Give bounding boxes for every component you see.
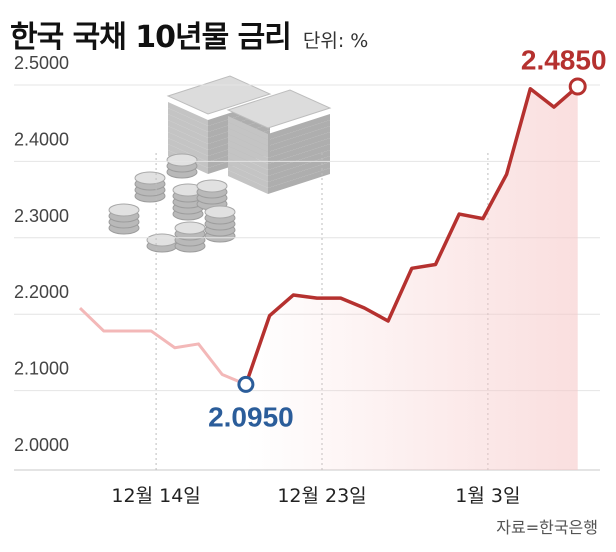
coin-stack <box>146 233 178 253</box>
y-tick-label: 2.4000 <box>14 129 69 149</box>
bill-top <box>226 89 332 129</box>
bill-edge <box>168 108 208 132</box>
bill-edge <box>268 168 330 194</box>
bill-edge <box>228 146 268 170</box>
max-point-marker <box>568 77 587 96</box>
y-tick-label: 2.3000 <box>14 206 69 226</box>
coin-top <box>174 221 206 235</box>
bill-edge <box>228 140 268 164</box>
bill-edge <box>168 120 208 144</box>
bill-edge <box>168 114 208 138</box>
bill-edge <box>268 120 330 146</box>
chart-title: 한국 국채 10년물 금리 <box>10 20 292 55</box>
bill-edge <box>228 122 268 146</box>
bill-edge <box>228 152 268 176</box>
bill-edge <box>168 132 208 156</box>
x-tick-label: 1월 3일 <box>455 485 520 507</box>
coin-stack <box>108 203 140 235</box>
coin-stack <box>204 205 236 243</box>
coin-top <box>166 153 198 167</box>
bill-edge <box>268 126 330 152</box>
coin-stack <box>172 183 204 221</box>
bill-edge <box>228 128 268 152</box>
min-value-label: 2.0950 <box>208 401 294 432</box>
coin-top <box>134 171 166 185</box>
bill-edge <box>228 170 268 194</box>
max-value-label: 2.4850 <box>521 44 607 75</box>
bill-edge <box>268 138 330 164</box>
y-tick-label: 2.5000 <box>14 53 69 73</box>
coin-top <box>108 203 140 217</box>
y-tick-label: 2.2000 <box>14 282 69 302</box>
bill-edge <box>228 158 268 182</box>
bill-edge <box>268 144 330 170</box>
y-tick-label: 2.0000 <box>14 435 69 455</box>
source-label: 자료=한국은행 <box>496 518 598 537</box>
bill-edge <box>268 114 330 140</box>
bill-edge <box>168 126 208 150</box>
coin-stack <box>166 153 198 179</box>
coin-stack <box>196 179 228 211</box>
coin-stack <box>174 221 206 253</box>
coin-stack <box>134 171 166 203</box>
bill-edge <box>228 116 268 140</box>
bill-edge <box>268 156 330 182</box>
money-stack <box>226 89 332 194</box>
coin-top <box>204 205 236 219</box>
area-fill <box>245 86 578 471</box>
series-line-rise <box>244 85 579 385</box>
bill-edge <box>228 134 268 158</box>
chart-header: 한국 국채 10년물 금리 단위: % <box>10 12 368 56</box>
money-stack-and-coins-icon <box>108 75 332 253</box>
x-tick-label: 12월 23일 <box>277 485 366 507</box>
min-point-marker <box>237 375 255 393</box>
bill-edge <box>268 150 330 176</box>
series-line-decline <box>78 306 247 386</box>
bill-edge <box>168 138 208 162</box>
coin-top <box>146 233 178 247</box>
bill-edge <box>168 102 208 126</box>
x-tick-label: 12월 14일 <box>111 485 200 507</box>
bill-edge <box>268 162 330 188</box>
bill-edge <box>228 164 268 188</box>
unit-label: 단위: % <box>302 30 369 52</box>
bill-edge <box>268 132 330 158</box>
y-tick-label: 2.1000 <box>14 359 69 379</box>
coin-top <box>196 179 228 193</box>
